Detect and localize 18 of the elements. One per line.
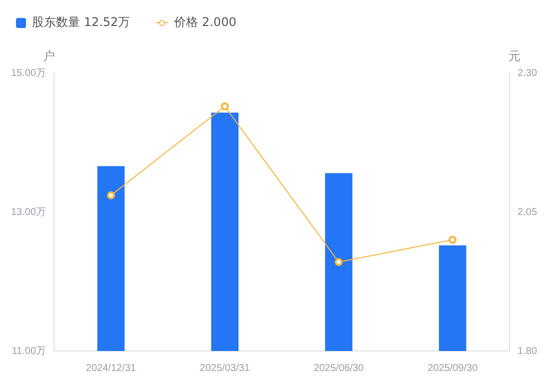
x-tick-label: 2025/03/31 [200,362,250,374]
y-axis-title: 户 [43,49,56,64]
y-tick-label: 15.00万 [10,68,46,79]
y-tick-label: 13.00万 [10,206,46,218]
x-tick-label: 2024/12/31 [86,362,136,374]
legend-label: 价格 2.000 [174,14,236,31]
y2-axis-title: 元 [508,49,521,64]
point [106,191,115,200]
y2-tick-label: 2.05 [518,206,538,218]
point [220,102,229,110]
point [448,236,457,244]
x-tick-label: 2025/06/30 [314,362,364,374]
y2-tick-label: 1.80 [518,346,538,357]
x-tick-label: 2025/09/30 [428,362,478,374]
y2-tick-label: 2.30 [518,68,538,79]
legend-label: 股东数量 12.52万 [32,14,130,31]
y-tick-label: 11.00万 [12,346,46,357]
point [334,258,343,266]
